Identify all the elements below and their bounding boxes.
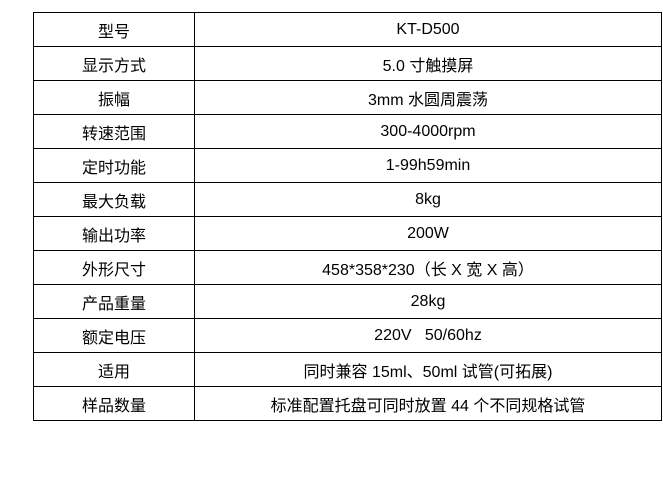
spec-label: 输出功率 [33, 216, 195, 251]
spec-value: 1-99h59min [194, 148, 662, 183]
spec-label: 振幅 [33, 80, 195, 115]
spec-value: 标准配置托盘可同时放置 44 个不同规格试管 [194, 386, 662, 421]
spec-value: 300-4000rpm [194, 114, 662, 149]
spec-label: 额定电压 [33, 318, 195, 353]
table-row-max-load: 最大负载 8kg [33, 182, 662, 217]
table-row-dimensions: 外形尺寸 458*358*230（长 X 宽 X 高） [33, 250, 662, 285]
table-row-speed-range: 转速范围 300-4000rpm [33, 114, 662, 149]
spec-label: 外形尺寸 [33, 250, 195, 285]
table-row-output-power: 输出功率 200W [33, 216, 662, 251]
spec-value: 同时兼容 15ml、50ml 试管(可拓展) [194, 352, 662, 387]
spec-value: 3mm 水圆周震荡 [194, 80, 662, 115]
spec-value: 8kg [194, 182, 662, 217]
spec-value: 458*358*230（长 X 宽 X 高） [194, 250, 662, 285]
spec-label: 产品重量 [33, 284, 195, 319]
spec-value: 220V 50/60hz [194, 318, 662, 353]
spec-label: 样品数量 [33, 386, 195, 421]
spec-label: 显示方式 [33, 46, 195, 81]
spec-label: 定时功能 [33, 148, 195, 183]
table-row-weight: 产品重量 28kg [33, 284, 662, 319]
table-row-amplitude: 振幅 3mm 水圆周震荡 [33, 80, 662, 115]
product-spec-table: 型号 KT-D500 显示方式 5.0 寸触摸屏 振幅 3mm 水圆周震荡 转速… [33, 12, 662, 421]
table-row-timer: 定时功能 1-99h59min [33, 148, 662, 183]
spec-label: 型号 [33, 12, 195, 47]
table-row-model: 型号 KT-D500 [33, 12, 662, 47]
spec-value: 200W [194, 216, 662, 251]
spec-label: 转速范围 [33, 114, 195, 149]
spec-value: 28kg [194, 284, 662, 319]
spec-value: KT-D500 [194, 12, 662, 47]
table-row-applicable: 适用 同时兼容 15ml、50ml 试管(可拓展) [33, 352, 662, 387]
spec-value: 5.0 寸触摸屏 [194, 46, 662, 81]
table-row-sample-capacity: 样品数量 标准配置托盘可同时放置 44 个不同规格试管 [33, 386, 662, 421]
spec-label: 适用 [33, 352, 195, 387]
table-row-voltage: 额定电压 220V 50/60hz [33, 318, 662, 353]
table-row-display: 显示方式 5.0 寸触摸屏 [33, 46, 662, 81]
spec-label: 最大负载 [33, 182, 195, 217]
spec-table-body: 型号 KT-D500 显示方式 5.0 寸触摸屏 振幅 3mm 水圆周震荡 转速… [33, 12, 662, 421]
